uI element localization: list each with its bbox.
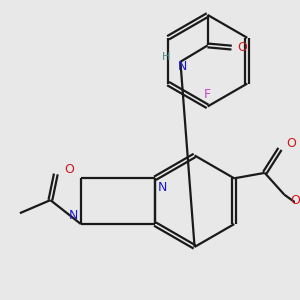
Text: F: F [204,88,211,101]
Text: H: H [162,52,170,62]
Text: O: O [238,41,248,54]
Text: O: O [64,163,74,176]
Text: N: N [178,60,187,73]
Text: N: N [69,209,78,222]
Text: N: N [158,181,167,194]
Text: O: O [286,137,296,150]
Text: O: O [290,194,300,207]
